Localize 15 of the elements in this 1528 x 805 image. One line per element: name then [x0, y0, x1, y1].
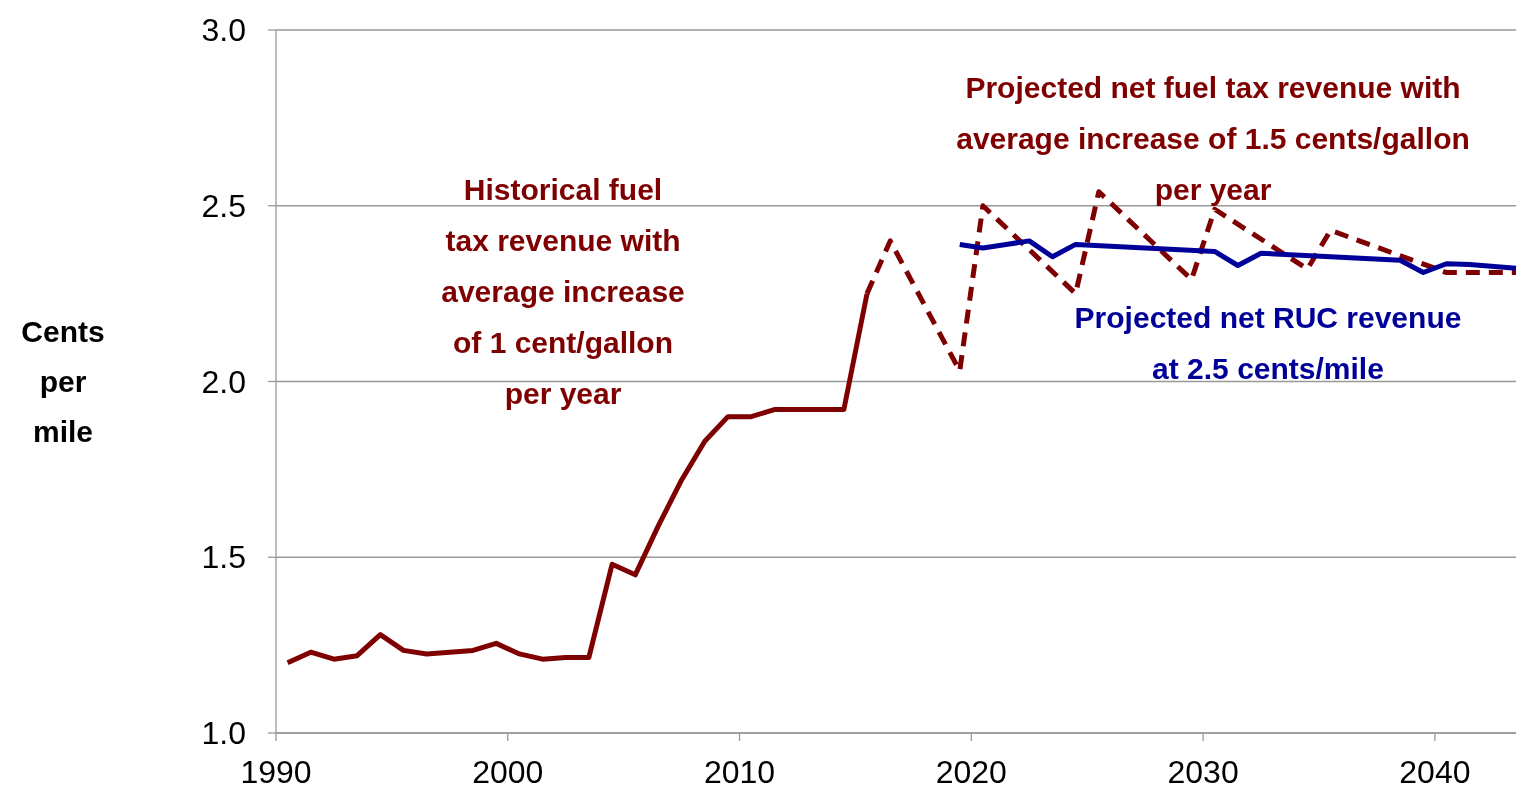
y-tick-label: 1.0	[201, 715, 246, 752]
y-axis-title: Cents per mile	[21, 314, 105, 448]
x-tick-label: 2030	[1167, 754, 1239, 790]
series-label: Historical fuel tax revenue with average increase of 1 cent/gallon per year	[441, 173, 685, 410]
x-tick-label: 1990	[240, 754, 312, 790]
series-label: Projected net RUC revenue at 2.5 cents/mile	[1074, 301, 1462, 385]
series-label: Projected net fuel tax revenue with average increase of 1.5 cents/gallon per year	[956, 71, 1470, 206]
y-tick-label: 3.0	[201, 12, 246, 49]
x-tick-label: 2040	[1399, 754, 1471, 790]
x-tick-label: 2010	[703, 754, 776, 790]
y-tick-label: 2.0	[201, 363, 246, 400]
y-tick-label: 1.5	[201, 539, 246, 576]
y-tick-label: 2.5	[201, 187, 246, 224]
x-tick-label: 2000	[472, 754, 544, 790]
x-tick-label: 2020	[935, 754, 1007, 790]
